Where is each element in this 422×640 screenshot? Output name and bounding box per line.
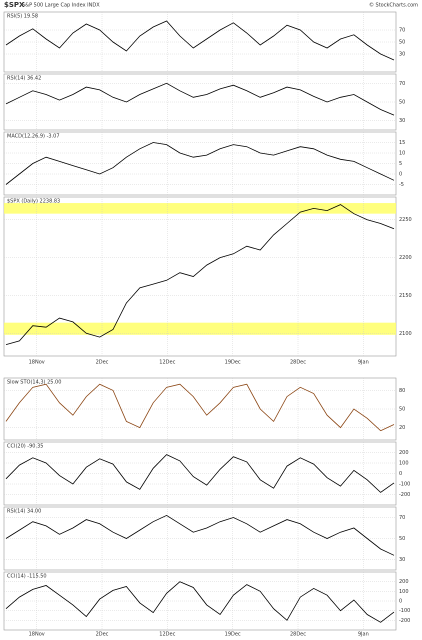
x-tick-label: 9Jan xyxy=(358,632,369,638)
source: © StockCharts.com xyxy=(369,2,418,9)
panel-title: CCI(14) -115.50 xyxy=(7,574,47,580)
x-tick-label: 18Nov xyxy=(29,360,45,366)
y-tick-label: -200 xyxy=(399,618,410,624)
panel-title: CCI(20) -90.35 xyxy=(7,444,43,450)
y-tick-label: 70 xyxy=(399,515,405,521)
y-tick-label: 100 xyxy=(399,461,409,467)
y-tick-label: 200 xyxy=(399,450,409,456)
y-tick-label: 30 xyxy=(399,52,405,58)
x-tick-label: 18Nov xyxy=(29,632,45,638)
y-tick-label: 2100 xyxy=(399,331,412,337)
y-tick-label: -5 xyxy=(399,182,404,188)
panel-title: MACD(12,26,9) -3.07 xyxy=(7,134,60,140)
series-line xyxy=(5,142,395,185)
panel-title: RSI(14) 34.00 xyxy=(7,509,41,515)
panel-title: Slow STO(14,3) 25.00 xyxy=(7,380,61,386)
y-tick-label: 50 xyxy=(399,100,405,106)
y-tick-label: 50 xyxy=(399,536,405,542)
x-tick-label: 19Dec xyxy=(225,360,241,366)
y-tick-label: 10 xyxy=(399,151,405,157)
y-tick-label: -100 xyxy=(399,482,410,488)
y-tick-label: 2150 xyxy=(399,293,412,299)
series-line xyxy=(5,20,395,61)
y-tick-label: 70 xyxy=(399,81,405,87)
x-tick-label: 12Dec xyxy=(159,360,175,366)
y-tick-label: 100 xyxy=(399,589,409,595)
y-tick-label: 0 xyxy=(399,471,402,477)
series-line xyxy=(5,514,395,556)
x-tick-label: 9Jan xyxy=(358,360,369,366)
symbol: $SPX xyxy=(4,1,25,9)
y-tick-label: 80 xyxy=(399,388,405,394)
x-tick-label: 2Dec xyxy=(96,632,109,638)
y-tick-label: 2250 xyxy=(399,217,412,223)
y-tick-label: 50 xyxy=(399,407,405,413)
x-tick-label: 28Dec xyxy=(290,632,306,638)
y-tick-label: -100 xyxy=(399,608,410,614)
y-tick-label: 70 xyxy=(399,28,405,34)
y-tick-label: 15 xyxy=(399,140,405,146)
y-tick-label: 0 xyxy=(399,172,402,178)
y-tick-label: 0 xyxy=(399,599,402,605)
y-tick-label: 20 xyxy=(399,425,405,431)
y-tick-label: 50 xyxy=(399,40,405,46)
x-tick-label: 12Dec xyxy=(159,632,175,638)
series-line xyxy=(5,383,395,432)
y-tick-label: 200 xyxy=(399,579,409,585)
y-tick-label: 30 xyxy=(399,557,405,563)
y-tick-label: 5 xyxy=(399,161,402,167)
panel-title: $SPX (Daily) 2238.83 xyxy=(7,199,60,205)
x-tick-label: 2Dec xyxy=(96,360,109,366)
series-line xyxy=(5,204,395,345)
y-tick-label: 30 xyxy=(399,118,405,124)
series-line xyxy=(5,581,395,623)
panel-title: RSI(5) 19.58 xyxy=(7,14,38,20)
series-line xyxy=(5,454,395,493)
zone-band xyxy=(4,322,396,335)
zone-band xyxy=(4,203,396,214)
y-tick-label: 2200 xyxy=(399,255,412,261)
x-tick-label: 19Dec xyxy=(225,632,241,638)
panel-title: RSI(14) 36.42 xyxy=(7,76,41,82)
y-tick-label: -200 xyxy=(399,492,410,498)
x-tick-label: 28Dec xyxy=(290,360,306,366)
series-line xyxy=(5,82,395,116)
index-name: S&P 500 Large Cap Index INDX xyxy=(22,3,100,9)
